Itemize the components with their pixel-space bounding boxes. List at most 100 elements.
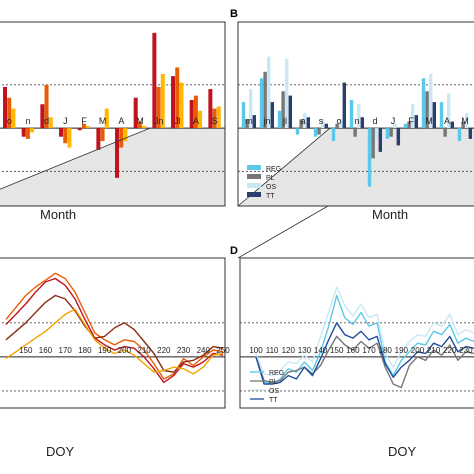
panel-b-bar: [375, 128, 379, 139]
panel-a-bar: [156, 86, 161, 129]
panel-b-bar: [447, 93, 451, 129]
legend-label: REG: [269, 370, 284, 377]
panel-b-bars: [241, 56, 473, 187]
panel-a-bar: [11, 108, 16, 129]
x-tick-label: S: [212, 116, 218, 126]
panel-b-month-label: Month: [372, 207, 409, 222]
panel-a-bar: [198, 110, 203, 129]
panel-a-bar: [160, 73, 165, 129]
panel-b-bar: [324, 123, 329, 129]
panel-d-series-line: [255, 286, 474, 377]
legend-label: TT: [266, 193, 275, 200]
panel-d-doy-label: DOY: [388, 444, 417, 459]
panel-b-bar: [432, 102, 437, 129]
panel-a-bars: [3, 32, 221, 178]
panel-a-bar: [81, 123, 86, 129]
panel-d-diagonal-connector: [237, 205, 329, 259]
panel-b-bar: [245, 119, 249, 129]
panel-a-bar: [133, 97, 138, 129]
panel-b-bar: [465, 112, 469, 129]
panel-b-bar: [303, 112, 307, 129]
panel-b-bar: [259, 78, 264, 129]
panel-b-legend: REG PL OS TT: [247, 165, 281, 200]
panel-a-bar: [100, 128, 105, 142]
x-tick-label: 190: [395, 346, 409, 355]
panel-c-frame: [0, 257, 226, 409]
panel-b-frame: [237, 21, 474, 207]
x-tick-label: Jl: [174, 116, 181, 126]
x-tick-label: A: [193, 116, 199, 126]
panel-b-bar: [277, 110, 282, 129]
x-tick-label: o: [336, 116, 341, 126]
legend-swatch: [247, 192, 261, 197]
x-tick-label: 100: [249, 346, 263, 355]
x-tick-label: F: [81, 116, 87, 126]
legend-label: REG: [266, 166, 281, 173]
x-tick-label: 160: [39, 346, 53, 355]
panel-b-bar: [349, 99, 354, 129]
x-tick-label: 210: [427, 346, 441, 355]
panel-b-bar: [342, 82, 347, 129]
panel-a-month-label: Month: [40, 207, 77, 222]
panel-a-bar: [59, 128, 64, 137]
panel-a-bar: [189, 99, 194, 129]
panel-b-bar: [407, 121, 411, 129]
panel-a-bar: [25, 128, 30, 139]
panel-d-legend: REG PL OS TT: [250, 370, 284, 404]
panel-b-bar: [252, 115, 257, 129]
x-tick-label: 180: [78, 346, 92, 355]
panel-a-reference-lines: [0, 84, 225, 172]
x-tick-label: 250: [216, 346, 230, 355]
panel-b-bar: [288, 95, 293, 129]
legend-swatch: [247, 165, 261, 170]
panel-a-bar: [104, 108, 109, 129]
panel-a-frame: [0, 21, 226, 207]
panel-a-diagonal-connector: [0, 127, 151, 190]
panel-b-bar: [281, 91, 285, 129]
x-tick-label: d: [372, 116, 377, 126]
panel-a-bar: [152, 32, 157, 129]
panel-a-bar: [96, 128, 101, 150]
panel-b-bar: [439, 102, 444, 129]
panel-b-bar: [313, 128, 318, 137]
x-tick-label: M: [136, 116, 144, 126]
panel-b-bar: [378, 128, 383, 152]
x-tick-label: 230: [459, 346, 473, 355]
panel-b-bar: [371, 128, 375, 159]
panel-a-tick-labels: o n d J F M A M Jn Jl A S: [7, 116, 218, 126]
x-tick-label: J: [63, 116, 68, 126]
panel-c: 150 160 170 180 190 200 210 220 230 240 250: [0, 257, 230, 409]
panel-b-bar: [270, 102, 275, 129]
x-tick-label: d: [44, 116, 49, 126]
x-tick-label: 160: [346, 346, 360, 355]
panel-d-frame: [239, 257, 474, 409]
x-tick-label: M: [425, 116, 433, 126]
panel-b-bar: [421, 78, 426, 129]
x-tick-label: F: [408, 116, 414, 126]
panel-b-bar: [461, 121, 465, 129]
x-tick-label: n: [354, 116, 359, 126]
x-tick-label: a: [300, 116, 305, 126]
panel-b-bar: [317, 128, 321, 135]
panel-b-bar: [457, 128, 462, 142]
panel-c-series-line: [5, 294, 224, 373]
panel-b-bar: [295, 128, 300, 135]
panel-a-bar: [123, 128, 128, 142]
x-tick-label: m: [245, 116, 253, 126]
x-tick-label: 210: [137, 346, 151, 355]
panel-a-bar: [21, 128, 26, 137]
panel-c-series-line: [5, 277, 224, 384]
x-tick-label: A: [118, 116, 124, 126]
panel-b-bar: [353, 128, 357, 137]
panel-a-bar: [86, 125, 91, 129]
x-tick-label: 170: [362, 346, 376, 355]
legend-swatch: [247, 183, 261, 188]
panel-a-bar: [208, 89, 213, 129]
x-tick-label: A: [444, 116, 450, 126]
panel-a-bar: [63, 128, 68, 144]
panel-b-bar: [425, 91, 429, 129]
panel-b-bar: [339, 119, 343, 129]
x-tick-label: 190: [98, 346, 112, 355]
panel-b-bar: [357, 104, 361, 129]
panel-b-bar: [241, 102, 246, 129]
